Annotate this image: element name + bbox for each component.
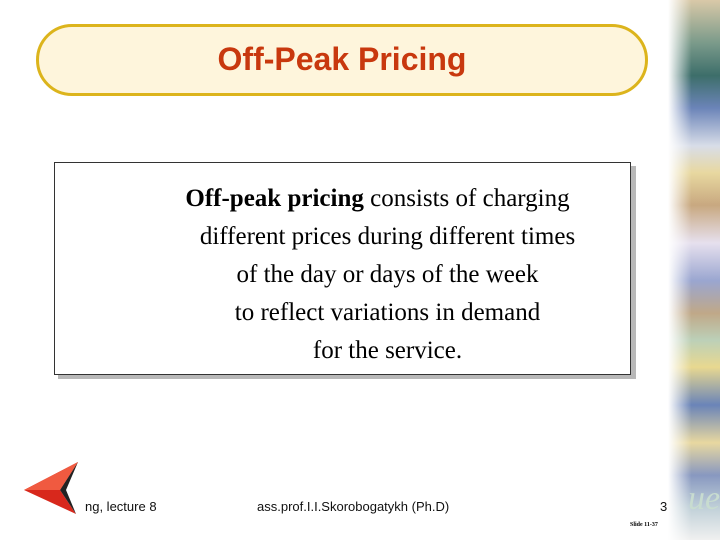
decorative-side-image xyxy=(668,0,720,540)
footer-course: ng, lecture 8 xyxy=(85,499,157,514)
definition-line: for the service. xyxy=(312,337,463,364)
footer-page-number: 3 xyxy=(660,499,668,514)
title-banner: Off-Peak Pricing xyxy=(36,24,648,96)
slide-title: Off-Peak Pricing xyxy=(217,41,467,77)
definition-text: consists of charging xyxy=(363,185,570,212)
definition-line: of the day or days of the week xyxy=(236,261,539,288)
arrow-logo-icon xyxy=(24,462,78,514)
definition-line: Off-peak pricing consists of charging xyxy=(55,180,630,218)
definition-line: different prices during different times xyxy=(199,223,576,250)
bold-term: Off-peak pricing xyxy=(185,185,364,212)
slide-number: Slide 11-37 xyxy=(630,522,658,528)
decorative-side-text: ue xyxy=(688,480,720,517)
definition-box: Off-peak pricing consists of charging di… xyxy=(54,162,631,375)
definition-line: to reflect variations in demand xyxy=(234,299,541,326)
footer-author: ass.prof.I.I.Skorobogatykh (Ph.D) xyxy=(257,499,450,514)
